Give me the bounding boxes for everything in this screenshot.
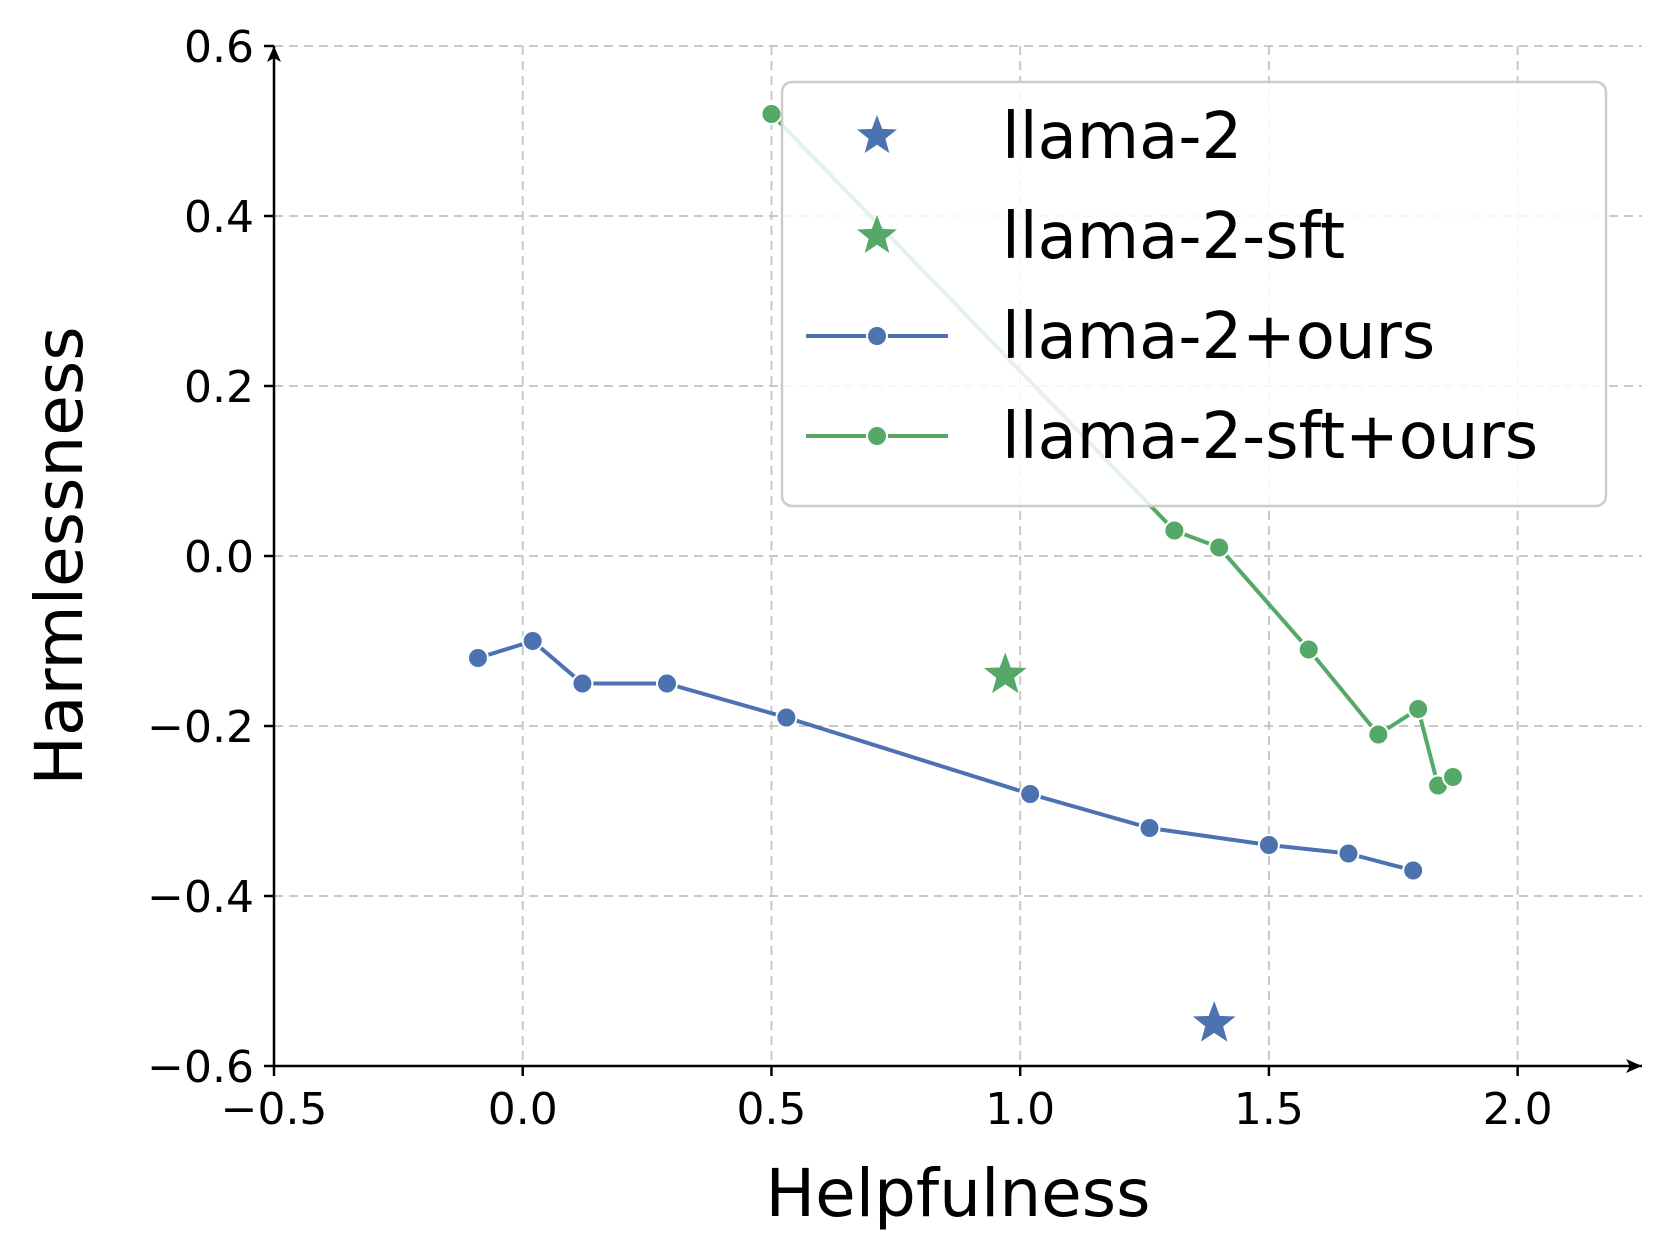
series-llama-2-sft: [983, 652, 1027, 694]
data-point: [1441, 766, 1464, 788]
legend-item: llama-2-sft+ours: [806, 400, 1538, 474]
legend-marker: [866, 325, 888, 347]
star-marker: [983, 652, 1027, 694]
y-axis-title: Harmlessness: [21, 326, 98, 785]
legend-label: llama-2-sft+ours: [1002, 400, 1538, 474]
data-point: [1402, 859, 1425, 882]
data-point: [1337, 842, 1360, 865]
legend-label: llama-2: [1002, 100, 1242, 174]
legend-frame: [780, 80, 1608, 508]
data-point: [1208, 536, 1231, 559]
y-tick-label: −0.6: [147, 1042, 254, 1093]
data-point: [1163, 519, 1186, 542]
data-point: [760, 103, 783, 125]
x-tick-label: 1.0: [985, 1084, 1055, 1135]
data-point: [775, 706, 798, 729]
star-marker: [1192, 1001, 1236, 1042]
data-point: [1019, 783, 1042, 805]
y-tick-label: 0.0: [184, 532, 254, 583]
x-tick-label: 0.5: [736, 1084, 806, 1135]
y-tick-label: −0.2: [147, 702, 254, 753]
series-line-llama-2-plus-ours: [477, 639, 1414, 873]
data-point: [571, 672, 594, 695]
data-point: [1138, 817, 1161, 839]
legend-marker: [866, 425, 888, 447]
data-point: [1407, 698, 1430, 720]
y-tick-label: 0.4: [184, 192, 254, 243]
legend-label: llama-2+ours: [1002, 300, 1435, 374]
data-point: [1367, 723, 1390, 746]
y-axis-arrow: [267, 46, 281, 62]
series-llama-2-sft-plus-ours: [760, 103, 1464, 797]
x-tick-label: 1.5: [1234, 1084, 1304, 1135]
y-tick-label: 0.2: [184, 362, 254, 413]
x-tick-label: 2.0: [1483, 1084, 1553, 1135]
data-point: [1297, 638, 1320, 661]
series-llama-2-plus-ours: [466, 630, 1425, 882]
data-point: [655, 672, 678, 695]
legend-star-swatch: [857, 115, 897, 153]
data-point: [1257, 834, 1280, 856]
x-tick-label: 0.0: [488, 1084, 558, 1135]
legend-item: llama-2: [857, 100, 1242, 174]
legend-label: llama-2-sft: [1002, 200, 1345, 274]
series-llama-2: [1192, 1001, 1236, 1042]
y-tick-label: 0.6: [184, 22, 254, 73]
x-tick-label: −0.5: [221, 1084, 328, 1135]
data-point: [466, 647, 489, 669]
legend: llama-2 llama-2-sft llama-2+ours llama-2-sf…: [780, 80, 1608, 508]
legend-item: llama-2-sft: [857, 200, 1345, 274]
ticks: −0.5 0.0 0.5 1.0 1.5 2.0 −0.6 −0.4 −0.2 0.0 0.2 0.4…: [147, 22, 1552, 1135]
legend-item: llama-2+ours: [806, 300, 1435, 374]
legend-star-swatch: [857, 215, 897, 253]
x-axis-title: Helpfulness: [765, 1155, 1150, 1232]
data-point: [521, 630, 544, 652]
series: [466, 103, 1464, 1042]
y-tick-label: −0.4: [147, 872, 254, 923]
x-axis-arrow: [1626, 1059, 1642, 1073]
